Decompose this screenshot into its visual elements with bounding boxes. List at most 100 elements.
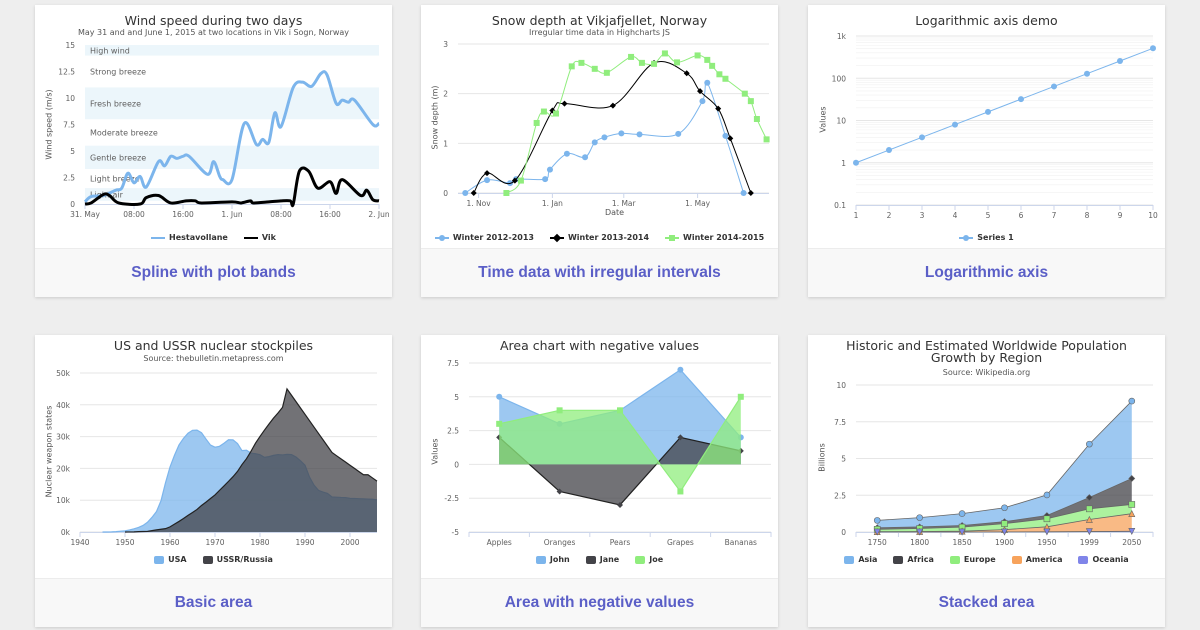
data-point[interactable] xyxy=(699,98,706,105)
series-line[interactable] xyxy=(124,387,378,533)
data-point[interactable] xyxy=(1085,528,1093,536)
series-ussr-russia[interactable] xyxy=(124,387,378,533)
data-point[interactable] xyxy=(740,190,747,196)
data-point[interactable] xyxy=(462,190,469,196)
data-point[interactable] xyxy=(886,147,892,154)
data-point[interactable] xyxy=(709,62,716,69)
demo-link[interactable]: Stacked area xyxy=(938,594,1035,611)
data-point[interactable] xyxy=(1043,491,1051,499)
data-point[interactable] xyxy=(1018,96,1024,103)
data-point[interactable] xyxy=(591,139,598,146)
series-area[interactable] xyxy=(877,513,1132,532)
data-point[interactable] xyxy=(958,528,966,536)
data-point[interactable] xyxy=(617,407,623,414)
data-point[interactable] xyxy=(517,177,524,184)
data-point[interactable] xyxy=(1150,45,1156,52)
series-area[interactable] xyxy=(499,437,741,505)
legend-item[interactable]: John xyxy=(535,555,570,564)
legend-item[interactable]: America xyxy=(1011,555,1062,564)
data-point[interactable] xyxy=(1128,501,1136,508)
data-point[interactable] xyxy=(694,52,701,59)
data-point[interactable] xyxy=(741,90,748,97)
series-winter-2013-2014[interactable] xyxy=(470,59,754,196)
demo-link[interactable]: Logarithmic axis xyxy=(924,264,1049,281)
data-point[interactable] xyxy=(916,514,923,521)
data-point[interactable] xyxy=(722,132,729,139)
data-point[interactable] xyxy=(763,136,770,143)
series-area[interactable] xyxy=(877,478,1132,530)
legend-item[interactable]: Vik xyxy=(243,233,276,242)
data-point[interactable] xyxy=(853,159,859,166)
legend-item[interactable]: Asia xyxy=(844,555,877,564)
series-asia[interactable] xyxy=(873,397,1136,528)
legend-item[interactable]: Oceania xyxy=(1078,555,1129,564)
data-point[interactable] xyxy=(952,121,958,128)
data-point[interactable] xyxy=(553,110,560,117)
data-point[interactable] xyxy=(677,488,684,495)
data-point[interactable] xyxy=(511,177,518,184)
data-point[interactable] xyxy=(578,59,585,66)
data-point[interactable] xyxy=(503,190,510,196)
data-point[interactable] xyxy=(737,393,744,400)
legend-item[interactable]: Winter 2012-2013 xyxy=(434,233,534,242)
data-point[interactable] xyxy=(1128,475,1136,482)
data-point[interactable] xyxy=(1001,520,1008,527)
data-point[interactable] xyxy=(609,102,616,109)
data-point[interactable] xyxy=(753,115,760,122)
data-point[interactable] xyxy=(873,528,881,536)
data-point[interactable] xyxy=(651,60,658,67)
data-point[interactable] xyxy=(1084,70,1090,77)
data-point[interactable] xyxy=(1001,528,1008,536)
data-point[interactable] xyxy=(618,130,625,137)
data-point[interactable] xyxy=(697,88,704,95)
data-point[interactable] xyxy=(556,407,563,414)
data-point[interactable] xyxy=(561,100,568,107)
series-oceania[interactable] xyxy=(873,528,1136,536)
data-point[interactable] xyxy=(617,501,623,508)
data-point[interactable] xyxy=(484,170,491,177)
data-point[interactable] xyxy=(677,366,684,373)
data-point[interactable] xyxy=(873,517,881,524)
series-series-1[interactable] xyxy=(853,45,1156,166)
data-point[interactable] xyxy=(496,420,503,427)
data-point[interactable] xyxy=(683,70,690,77)
legend-item[interactable]: Hestavollane xyxy=(151,233,228,242)
data-point[interactable] xyxy=(919,134,925,141)
data-point[interactable] xyxy=(540,108,547,115)
data-point[interactable] xyxy=(568,63,575,70)
data-point[interactable] xyxy=(591,65,598,72)
data-point[interactable] xyxy=(1117,58,1123,65)
data-point[interactable] xyxy=(661,50,668,57)
legend-item[interactable]: USSR/Russia xyxy=(202,555,273,564)
series-hestavollane[interactable] xyxy=(83,70,380,204)
series-winter-2012-2013[interactable] xyxy=(462,79,747,196)
legend-item[interactable]: Winter 2013-2014 xyxy=(549,233,649,242)
demo-link[interactable]: Basic area xyxy=(174,594,253,611)
series-area[interactable] xyxy=(125,388,377,532)
data-point[interactable] xyxy=(603,69,610,76)
data-point[interactable] xyxy=(958,510,966,517)
data-point[interactable] xyxy=(727,135,734,142)
series-area[interactable] xyxy=(877,401,1132,528)
legend-item[interactable]: Winter 2014-2015 xyxy=(665,233,764,242)
legend-item[interactable]: Africa xyxy=(893,555,934,564)
legend-item[interactable]: USA xyxy=(154,555,187,564)
data-point[interactable] xyxy=(556,488,563,495)
series-winter-2014-2015[interactable] xyxy=(503,50,770,196)
series-area[interactable] xyxy=(499,396,741,492)
series-line[interactable] xyxy=(83,70,380,204)
data-point[interactable] xyxy=(1128,397,1136,405)
data-point[interactable] xyxy=(546,166,553,173)
data-point[interactable] xyxy=(985,108,991,115)
data-point[interactable] xyxy=(747,190,754,196)
data-point[interactable] xyxy=(675,130,682,137)
data-point[interactable] xyxy=(636,131,643,138)
data-point[interactable] xyxy=(704,79,711,86)
data-point[interactable] xyxy=(638,59,645,66)
data-point[interactable] xyxy=(542,176,549,183)
demo-link[interactable]: Area with negative values xyxy=(504,594,695,611)
data-point[interactable] xyxy=(1051,83,1057,90)
data-point[interactable] xyxy=(496,393,503,400)
legend-item[interactable]: Joe xyxy=(635,555,663,564)
data-point[interactable] xyxy=(533,119,540,126)
